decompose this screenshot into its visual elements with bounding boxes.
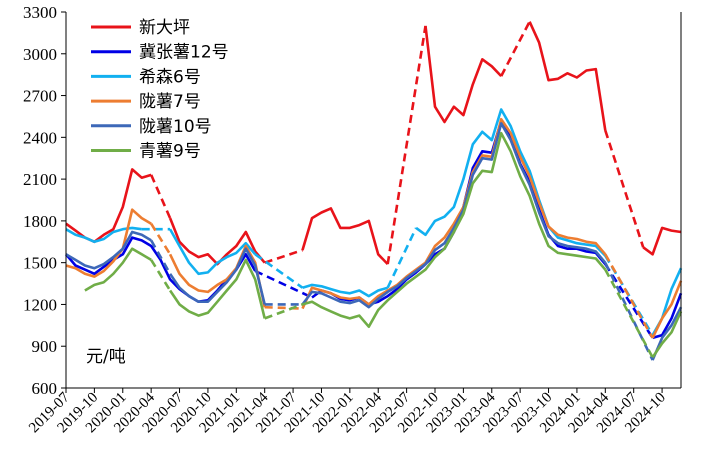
legend-label: 陇薯7号 [139, 92, 201, 112]
series-6-solid-segment-3 [169, 258, 266, 319]
series-5-solid-segment-5 [301, 122, 607, 309]
series-4-dashed-segment-2 [150, 223, 172, 255]
y-tick-label: 1500 [23, 254, 57, 273]
series-4-dashed-segment-6 [604, 253, 654, 339]
series-1-dashed-segment-10 [604, 129, 645, 248]
series-2-solid-segment-5 [652, 292, 683, 340]
y-tick-label: 1200 [23, 295, 57, 314]
series-5-dashed-segment-2 [150, 239, 172, 275]
y-tick-label: 600 [32, 379, 58, 398]
series-5-solid-segment-3 [169, 247, 266, 305]
series-1-solid-segment-5 [301, 207, 389, 266]
plot-lines [65, 21, 683, 361]
series-5-solid-segment-1 [65, 230, 152, 270]
legend-label: 希森6号 [139, 67, 201, 87]
series-3-solid-segment-7 [415, 108, 607, 257]
series-4 [65, 117, 683, 339]
y-tick-label: 2400 [23, 128, 57, 147]
y-tick-label: 3300 [23, 3, 57, 22]
series-3-solid-segment-1 [65, 226, 142, 244]
unit-label: 元/吨 [86, 347, 126, 367]
series-6-dashed-segment-2 [150, 259, 172, 292]
series-3-dashed-segment-6 [386, 227, 418, 289]
series-6-solid-segment-5 [302, 131, 607, 328]
series-3-solid-segment-5 [302, 283, 389, 298]
series-6-solid-segment-7 [651, 310, 683, 359]
legend-label: 青薯9号 [139, 142, 201, 162]
series-3-solid-segment-3 [168, 228, 257, 276]
y-tick-label: 1800 [23, 212, 57, 231]
series-4-solid-segment-7 [651, 280, 683, 339]
series-2-solid-segment-1 [65, 236, 257, 303]
series-1-dashed-segment-6 [386, 25, 427, 265]
series-3-dashed-segment-4 [254, 253, 304, 289]
y-tick-label: 3000 [23, 45, 57, 64]
legend-label: 新大坪 [139, 18, 190, 38]
y-tick-label: 900 [32, 337, 58, 356]
series-4-solid-segment-5 [301, 117, 607, 310]
legend-label: 陇薯10号 [139, 117, 212, 137]
series-1-solid-segment-11 [642, 226, 682, 256]
series-6-dashed-segment-6 [604, 268, 654, 359]
series-6 [84, 131, 683, 359]
series-1-dashed-segment-2 [150, 174, 172, 219]
legend-label: 冀张薯12号 [139, 43, 229, 63]
y-tick-label: 2100 [23, 170, 57, 189]
series-1-solid-segment-9 [528, 21, 607, 131]
series-5-dashed-segment-6 [604, 262, 654, 361]
y-tick-label: 2700 [23, 87, 57, 106]
series-1-dashed-segment-8 [500, 21, 531, 77]
series-4-solid-segment-1 [65, 208, 152, 278]
series-6-dashed-segment-4 [264, 303, 303, 320]
series-4-dashed-segment-4 [264, 305, 303, 310]
series-1-dashed-segment-4 [264, 248, 303, 264]
series-6-solid-segment-1 [84, 247, 152, 292]
series-4-solid-segment-3 [168, 244, 266, 308]
series-1-solid-segment-1 [65, 168, 152, 244]
series-2-dashed-segment-2 [254, 269, 313, 299]
series-1-solid-segment-7 [424, 25, 503, 124]
